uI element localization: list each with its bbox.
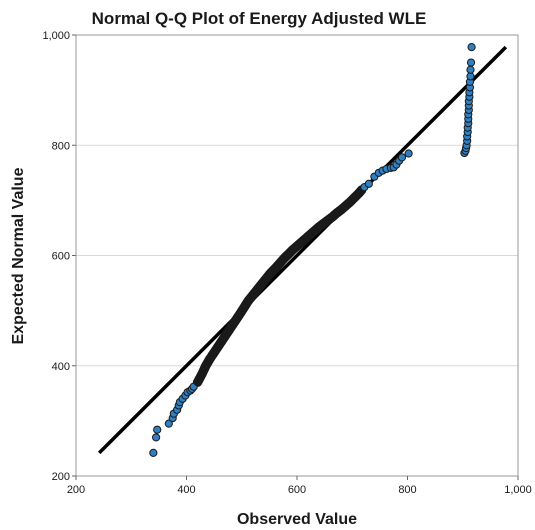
data-point bbox=[364, 179, 373, 188]
data-point bbox=[210, 348, 219, 357]
data-point bbox=[467, 43, 476, 52]
x-axis-title: Observed Value bbox=[237, 511, 357, 528]
y-tick-label: 400 bbox=[52, 361, 70, 373]
data-point bbox=[240, 302, 249, 311]
data-point bbox=[152, 433, 161, 442]
data-point bbox=[270, 264, 279, 273]
data-point bbox=[257, 280, 266, 289]
data-point bbox=[261, 274, 271, 283]
data-point bbox=[153, 425, 162, 434]
axis-ticks: 200 400 600 800 1,000 200 400 600 800 1,000 bbox=[42, 30, 531, 496]
data-point bbox=[244, 296, 253, 305]
chart-title: Normal Q-Q Plot of Energy Adjusted WLE bbox=[92, 9, 427, 28]
x-tick-label: 1,000 bbox=[504, 484, 532, 496]
x-tick-label: 800 bbox=[398, 484, 416, 496]
data-point bbox=[201, 361, 210, 370]
data-point bbox=[236, 308, 245, 317]
data-point bbox=[197, 369, 207, 379]
data-point bbox=[397, 153, 407, 162]
data-point bbox=[227, 321, 236, 331]
y-tick-label: 1,000 bbox=[42, 30, 70, 42]
x-tick-label: 600 bbox=[288, 484, 306, 496]
y-tick-label: 800 bbox=[52, 140, 70, 152]
data-point bbox=[223, 328, 232, 337]
y-axis-title: Expected Normal Value bbox=[10, 167, 27, 344]
data-point bbox=[466, 58, 476, 67]
reference-line bbox=[97, 45, 508, 455]
data-point bbox=[218, 335, 228, 344]
data-point bbox=[205, 355, 214, 364]
y-tick-label: 200 bbox=[52, 471, 70, 483]
data-point bbox=[404, 149, 413, 158]
data-point bbox=[214, 341, 223, 351]
data-point bbox=[193, 378, 202, 387]
data-point bbox=[466, 65, 475, 74]
data-point bbox=[232, 315, 241, 324]
data-point bbox=[275, 259, 284, 268]
data-point bbox=[164, 419, 173, 428]
x-tick-label: 200 bbox=[67, 484, 85, 496]
y-tick-label: 600 bbox=[52, 251, 70, 263]
data-point bbox=[248, 291, 257, 300]
data-points bbox=[149, 43, 476, 457]
data-point bbox=[253, 285, 262, 294]
data-point bbox=[149, 448, 158, 457]
x-tick-label: 400 bbox=[177, 484, 195, 496]
